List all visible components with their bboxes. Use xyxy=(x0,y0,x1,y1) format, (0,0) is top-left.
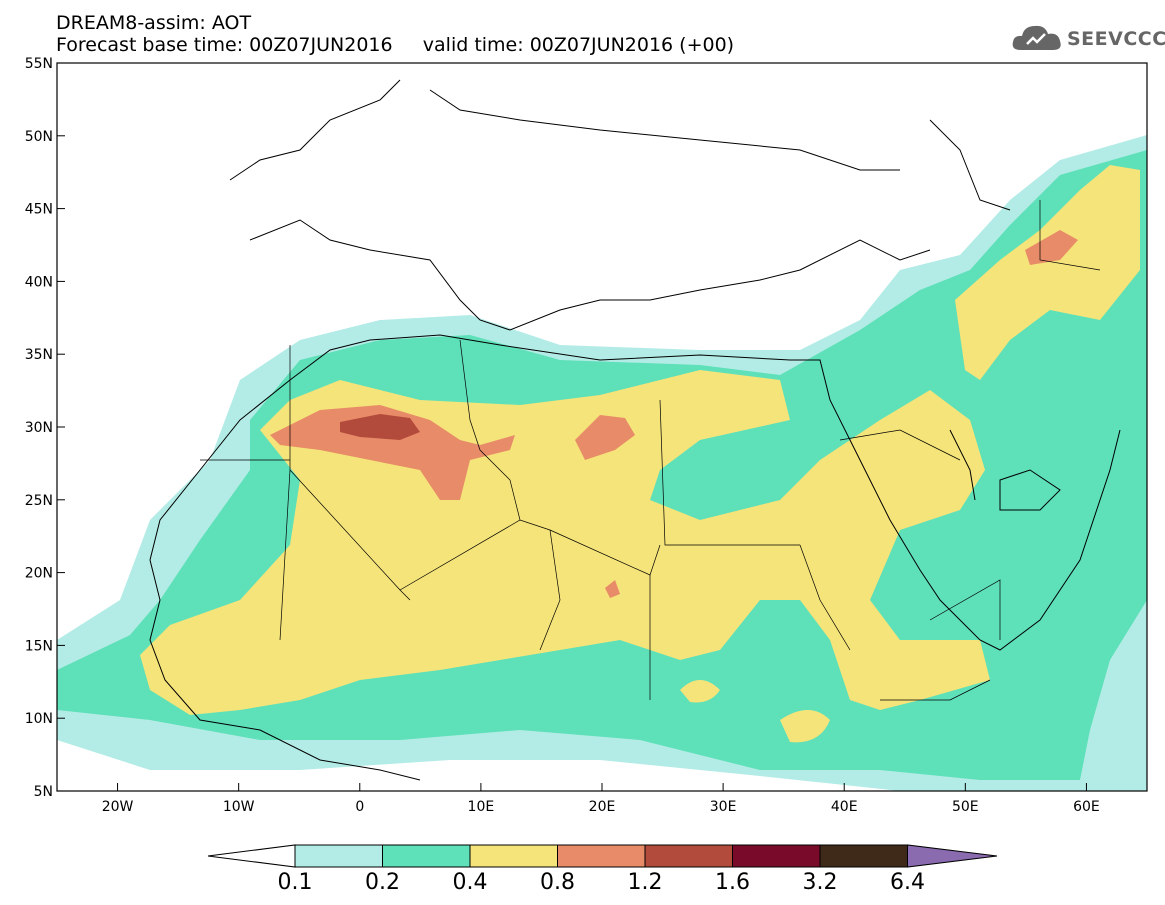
colorbar-label: 0.4 xyxy=(452,870,488,895)
colorbar-label: 6.4 xyxy=(890,870,925,895)
lat-tick-label: 40N xyxy=(25,274,53,290)
colorbar-label: 3.2 xyxy=(802,870,838,895)
colorbar-label: 0.2 xyxy=(365,870,400,895)
lat-tick-label: 10N xyxy=(25,711,53,727)
lon-tick-label: 40E xyxy=(831,799,858,815)
lat-tick-label: 50N xyxy=(25,129,53,145)
lon-axis: 20W 10W 0 10E 20E 30E 40E 50E 60E xyxy=(102,783,1100,815)
lon-tick-label: 20W xyxy=(102,799,134,815)
colorbar-label: 1.2 xyxy=(627,870,663,895)
country-borders xyxy=(200,200,1101,701)
aot-contour-0.4-east xyxy=(955,165,1140,380)
seevccc-logo: SEEVCCC xyxy=(1011,20,1165,60)
lat-tick-label: 15N xyxy=(25,638,53,654)
lon-tick-label: 50E xyxy=(952,799,979,815)
aot-contour-0.4-spot2 xyxy=(780,710,830,743)
lon-tick-label: 10W xyxy=(223,799,255,815)
aot-contour-1.2 xyxy=(340,414,420,440)
logo-text: SEEVCCC xyxy=(1067,28,1165,50)
aot-contour-0.4-spot xyxy=(680,680,720,703)
colorbar-label: 0.8 xyxy=(540,870,575,895)
lat-tick-label: 20N xyxy=(25,566,53,582)
lat-tick-label: 45N xyxy=(25,202,53,218)
aot-contour-0.8-libya xyxy=(575,415,635,460)
colorbar-label: 1.6 xyxy=(715,870,750,895)
lat-tick-label: 30N xyxy=(25,420,53,436)
lat-tick-label: 55N xyxy=(25,56,53,72)
lat-tick-label: 35N xyxy=(25,347,53,363)
lon-tick-label: 60E xyxy=(1073,799,1100,815)
aot-contour-0.8-chad xyxy=(605,580,620,598)
colorbar-label: 0.1 xyxy=(277,870,313,895)
lon-tick-label: 30E xyxy=(710,799,737,815)
lat-tick-label: 25N xyxy=(25,493,53,509)
lon-tick-label: 0 xyxy=(355,799,364,815)
aot-contour-0.8-caspian xyxy=(1025,230,1078,265)
map-title: DREAM8-assim: AOT xyxy=(56,12,252,34)
coastlines xyxy=(149,79,1121,781)
forecast-times: Forecast base time: 00Z07JUN2016 valid t… xyxy=(56,34,735,56)
cloud-icon xyxy=(1012,25,1061,50)
aot-contour-0.8 xyxy=(270,405,515,500)
lat-axis: 55N 50N 45N 40N 35N 30N 25N 20N 15N 10N 5N xyxy=(25,56,65,800)
lat-tick-label: 5N xyxy=(34,784,53,800)
aot-field xyxy=(57,63,1147,791)
lon-tick-label: 20E xyxy=(589,799,616,815)
lon-tick-label: 10E xyxy=(468,799,495,815)
